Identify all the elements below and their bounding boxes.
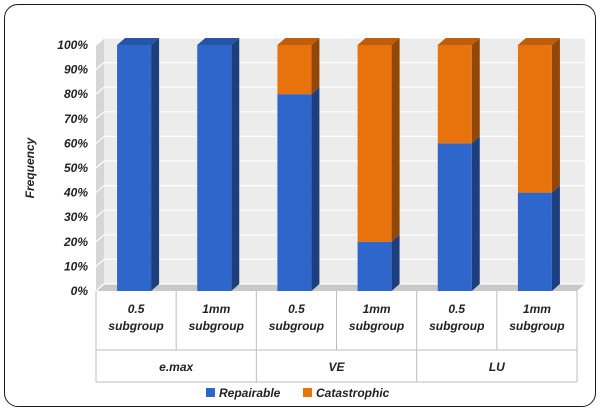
bar-segment [358, 242, 392, 291]
legend-label: Catastrophic [316, 386, 390, 400]
y-axis-title: Frequency [23, 136, 37, 198]
category-label: subgroup [429, 319, 484, 333]
bar-segment [438, 143, 472, 291]
category-label: 0.5 [448, 302, 465, 316]
group-label: e.max [159, 360, 194, 374]
category-label: 0.5 [128, 302, 145, 316]
category-label: 1mm [523, 302, 551, 316]
y-tick-label: 70% [64, 112, 88, 126]
bar-segment [117, 45, 151, 291]
bar-segment [197, 45, 231, 291]
bar-segment [438, 45, 472, 143]
bar-side [552, 186, 560, 291]
bar-side [311, 38, 319, 94]
bar-side [231, 38, 239, 291]
bar-side [392, 38, 400, 242]
group-label: LU [489, 360, 505, 374]
y-tick-label: 80% [64, 87, 88, 101]
y-tick-label: 40% [63, 186, 88, 200]
y-tick-label: 60% [64, 136, 88, 150]
bar-side [151, 38, 159, 291]
legend-swatch [303, 388, 312, 397]
bar-side [472, 136, 480, 291]
legend-swatch [206, 388, 215, 397]
category-label: 0.5 [288, 302, 305, 316]
bar-segment [518, 45, 552, 193]
group-label: VE [328, 360, 345, 374]
legend-label: Repairable [219, 386, 281, 400]
bar-segment [277, 45, 311, 94]
bar-side [392, 235, 400, 291]
y-tick-label: 0% [71, 284, 89, 298]
category-label: subgroup [108, 319, 163, 333]
category-label: 1mm [363, 302, 391, 316]
category-label: 1mm [202, 302, 230, 316]
y-tick-label: 50% [64, 161, 88, 175]
floor [96, 284, 585, 291]
y-tick-label: 20% [63, 235, 88, 249]
category-label: subgroup [349, 319, 404, 333]
y-tick-label: 10% [64, 259, 88, 273]
bar-side [552, 38, 560, 193]
category-label: subgroup [509, 319, 564, 333]
y-tick-label: 90% [64, 63, 88, 77]
bar-segment [358, 45, 392, 242]
y-tick-label: 30% [64, 210, 88, 224]
bar-side [311, 87, 319, 291]
bar-segment [277, 94, 311, 291]
bar-segment [518, 193, 552, 291]
bar-side [472, 38, 480, 143]
category-label: subgroup [269, 319, 324, 333]
y-tick-label: 100% [57, 38, 88, 52]
category-label: subgroup [189, 319, 244, 333]
